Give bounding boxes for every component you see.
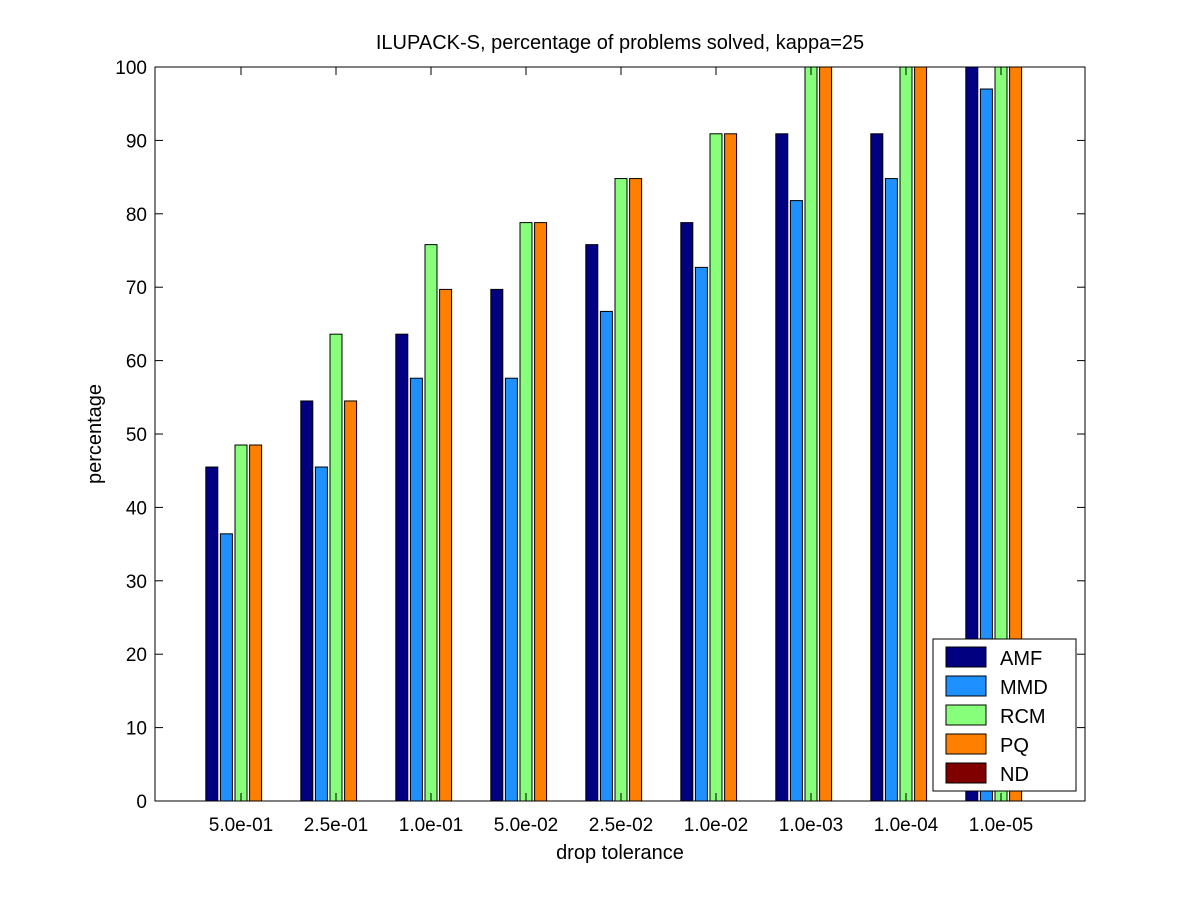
y-tick-label: 40 xyxy=(126,498,147,519)
bar-pq-4 xyxy=(629,178,643,802)
bar-mmd-1 xyxy=(314,466,328,802)
x-tick-label: 1.0e-03 xyxy=(779,815,843,836)
bar-rcm-4 xyxy=(614,178,628,802)
bar-rcm-2 xyxy=(424,244,438,802)
bar-pq-1 xyxy=(344,400,358,802)
x-tick-label: 1.0e-05 xyxy=(969,815,1033,836)
bar-pq-2 xyxy=(439,288,453,802)
bar-amf-1 xyxy=(300,400,314,802)
bar-mmd-0 xyxy=(219,533,233,802)
bar-amf-8 xyxy=(965,66,979,802)
x-axis-label: drop tolerance xyxy=(556,842,684,864)
bar-amf-4 xyxy=(585,244,599,802)
bar-mmd-8 xyxy=(979,88,993,802)
legend-label-pq: PQ xyxy=(1000,735,1029,757)
y-tick-label: 90 xyxy=(126,131,147,152)
bar-rcm-1 xyxy=(329,333,343,802)
y-axis: 0 10 20 30 40 50 60 70 80 90 100 xyxy=(115,58,1085,813)
bars-group xyxy=(205,66,1023,802)
bar-mmd-6 xyxy=(789,200,803,802)
bar-amf-0 xyxy=(205,466,219,802)
bar-rcm-0 xyxy=(234,444,248,802)
legend-swatch-pq xyxy=(945,733,987,755)
bar-pq-6 xyxy=(819,66,833,802)
x-tick-label: 2.5e-02 xyxy=(589,815,653,836)
bar-rcm-7 xyxy=(899,66,913,802)
bar-mmd-4 xyxy=(599,310,613,802)
legend-swatch-mmd xyxy=(945,675,987,697)
legend: AMF MMD RCM PQ ND xyxy=(932,638,1077,792)
y-tick-label: 10 xyxy=(126,719,147,740)
bar-pq-5 xyxy=(724,133,738,802)
bar-rcm-6 xyxy=(804,66,818,802)
x-tick-label: 2.5e-01 xyxy=(304,815,368,836)
x-tick-label: 5.0e-02 xyxy=(494,815,558,836)
bar-mmd-7 xyxy=(884,178,898,802)
bar-pq-7 xyxy=(914,66,928,802)
x-axis: 5.0e-01 2.5e-01 1.0e-01 5.0e-02 2.5e-02 1.0e-… xyxy=(209,67,1033,836)
y-axis-label: percentage xyxy=(84,384,106,484)
x-tick-label: 5.0e-01 xyxy=(209,815,273,836)
y-tick-label: 50 xyxy=(126,425,147,446)
bar-pq-0 xyxy=(249,444,263,802)
y-tick-label: 100 xyxy=(115,58,147,79)
legend-label-nd: ND xyxy=(1000,764,1029,786)
legend-swatch-amf xyxy=(945,646,987,668)
legend-label-mmd: MMD xyxy=(1000,677,1048,699)
bar-pq-8 xyxy=(1009,66,1023,802)
bar-mmd-3 xyxy=(504,377,518,802)
y-tick-label: 70 xyxy=(126,278,147,299)
x-tick-label: 1.0e-02 xyxy=(684,815,748,836)
y-tick-label: 80 xyxy=(126,205,147,226)
bar-amf-3 xyxy=(490,288,504,802)
bar-pq-3 xyxy=(534,222,548,802)
x-tick-label: 1.0e-01 xyxy=(399,815,463,836)
bar-rcm-5 xyxy=(709,133,723,802)
bar-amf-7 xyxy=(870,133,884,802)
bar-amf-2 xyxy=(395,333,409,802)
legend-swatch-rcm xyxy=(945,704,987,726)
bar-mmd-5 xyxy=(694,266,708,802)
chart-title: ILUPACK-S, percentage of problems solved… xyxy=(376,32,864,54)
bar-rcm-3 xyxy=(519,222,533,802)
y-tick-label: 60 xyxy=(126,352,147,373)
y-tick-label: 0 xyxy=(136,792,147,813)
y-tick-label: 30 xyxy=(126,572,147,593)
x-tick-label: 1.0e-04 xyxy=(874,815,939,836)
legend-swatch-nd xyxy=(945,762,987,784)
legend-label-amf: AMF xyxy=(1000,648,1042,670)
bar-amf-5 xyxy=(680,222,694,802)
legend-label-rcm: RCM xyxy=(1000,706,1046,728)
bar-amf-6 xyxy=(775,133,789,802)
bar-mmd-2 xyxy=(409,377,423,802)
y-tick-label: 20 xyxy=(126,645,147,666)
